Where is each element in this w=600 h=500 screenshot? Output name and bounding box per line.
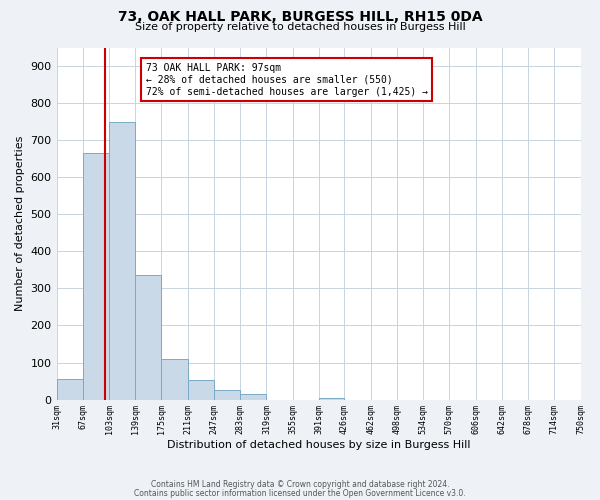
Bar: [161, 359, 188, 400]
Bar: [83, 153, 109, 400]
X-axis label: Distribution of detached houses by size in Burgess Hill: Distribution of detached houses by size …: [167, 440, 470, 450]
Bar: [109, 122, 135, 400]
Bar: [240, 394, 266, 400]
Bar: [188, 380, 214, 400]
Text: Contains HM Land Registry data © Crown copyright and database right 2024.: Contains HM Land Registry data © Crown c…: [151, 480, 449, 489]
Bar: [135, 276, 161, 400]
Bar: [56, 379, 83, 400]
Text: Size of property relative to detached houses in Burgess Hill: Size of property relative to detached ho…: [134, 22, 466, 32]
Bar: [319, 398, 344, 400]
Text: 73 OAK HALL PARK: 97sqm
← 28% of detached houses are smaller (550)
72% of semi-d: 73 OAK HALL PARK: 97sqm ← 28% of detache…: [146, 64, 428, 96]
Text: Contains public sector information licensed under the Open Government Licence v3: Contains public sector information licen…: [134, 489, 466, 498]
Text: 73, OAK HALL PARK, BURGESS HILL, RH15 0DA: 73, OAK HALL PARK, BURGESS HILL, RH15 0D…: [118, 10, 482, 24]
Bar: [214, 390, 240, 400]
Y-axis label: Number of detached properties: Number of detached properties: [15, 136, 25, 311]
